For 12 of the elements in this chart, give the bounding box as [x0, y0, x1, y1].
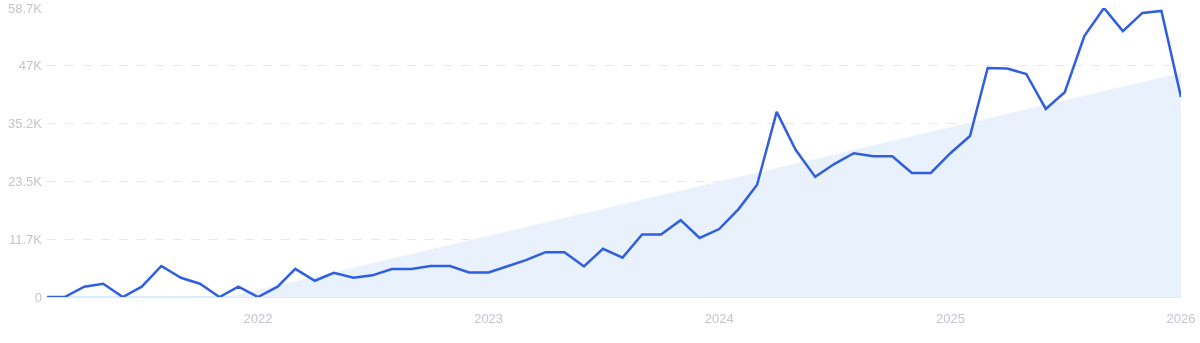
x-tick-label: 2022 — [243, 311, 273, 326]
x-tick-label: 2025 — [935, 311, 965, 326]
y-tick-label: 58.7K — [8, 0, 43, 16]
y-tick-label: 35.2K — [8, 116, 43, 132]
x-tick-label: 2023 — [474, 311, 504, 326]
y-tick-label: 47K — [18, 58, 43, 74]
y-tick-label: 0 — [34, 289, 42, 305]
y-tick-label: 23.5K — [8, 173, 43, 189]
y-tick-label: 11.7K — [8, 231, 43, 247]
x-tick-label: 2024 — [704, 311, 734, 326]
x-tick-label: 2026 — [1166, 311, 1196, 326]
line-series — [47, 8, 1181, 297]
